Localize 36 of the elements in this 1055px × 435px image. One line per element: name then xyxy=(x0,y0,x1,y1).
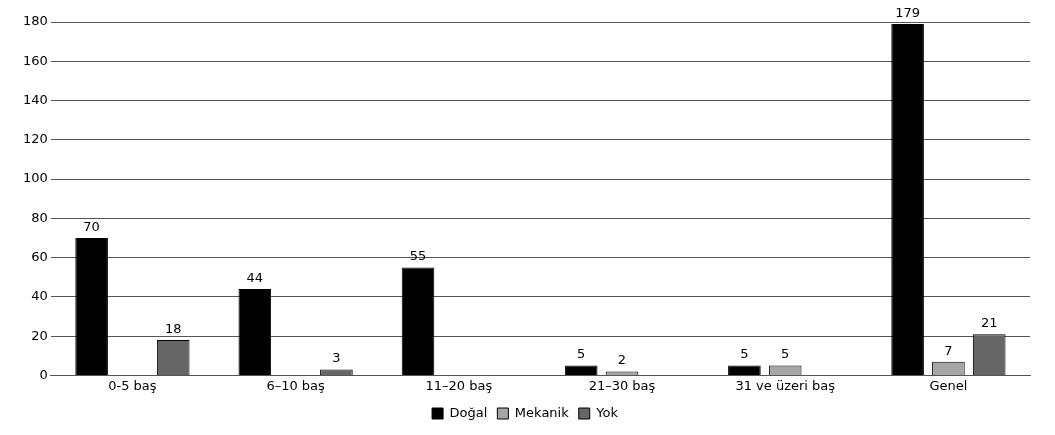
y-tick-label: 140 xyxy=(22,91,48,107)
bar xyxy=(401,267,435,375)
data-label: 5 xyxy=(577,346,586,362)
bar xyxy=(238,289,272,375)
y-tick-label: 40 xyxy=(31,288,48,304)
x-tick-label: 31 ve üzeri baş xyxy=(735,377,836,393)
data-label: 3 xyxy=(332,350,341,366)
data-label: 70 xyxy=(83,218,100,234)
legend-label: Yok xyxy=(595,404,619,420)
x-tick-label: Genel xyxy=(929,377,968,393)
data-label: 179 xyxy=(895,4,921,20)
y-tick-label: 120 xyxy=(22,131,48,147)
y-tick-label: 0 xyxy=(39,366,48,382)
data-label: 7 xyxy=(944,342,953,358)
data-label: 18 xyxy=(164,320,182,336)
bar xyxy=(564,365,598,375)
y-tick-label: 160 xyxy=(22,52,48,68)
data-label: 44 xyxy=(246,269,264,285)
bar xyxy=(728,365,761,375)
y-tick-label: 100 xyxy=(22,170,48,186)
legend-label: Mekanik xyxy=(514,404,570,420)
data-label: 21 xyxy=(980,315,998,331)
x-tick-label: 6–10 baş xyxy=(266,377,326,393)
y-tick-label: 20 xyxy=(31,327,48,343)
x-tick-label: 11–20 baş xyxy=(425,377,493,393)
y-tick-label: 60 xyxy=(31,248,48,264)
x-tick-label: 21–30 baş xyxy=(588,377,656,393)
legend-label: Doğal xyxy=(449,404,488,420)
y-tick-label: 80 xyxy=(31,209,48,225)
x-tick-label: 0-5 baş xyxy=(108,377,157,393)
data-label: 5 xyxy=(740,346,749,362)
data-label: 2 xyxy=(617,352,627,368)
y-tick-label: 180 xyxy=(22,13,48,29)
bar xyxy=(891,23,924,375)
bar xyxy=(75,237,108,375)
data-label: 5 xyxy=(781,346,790,362)
